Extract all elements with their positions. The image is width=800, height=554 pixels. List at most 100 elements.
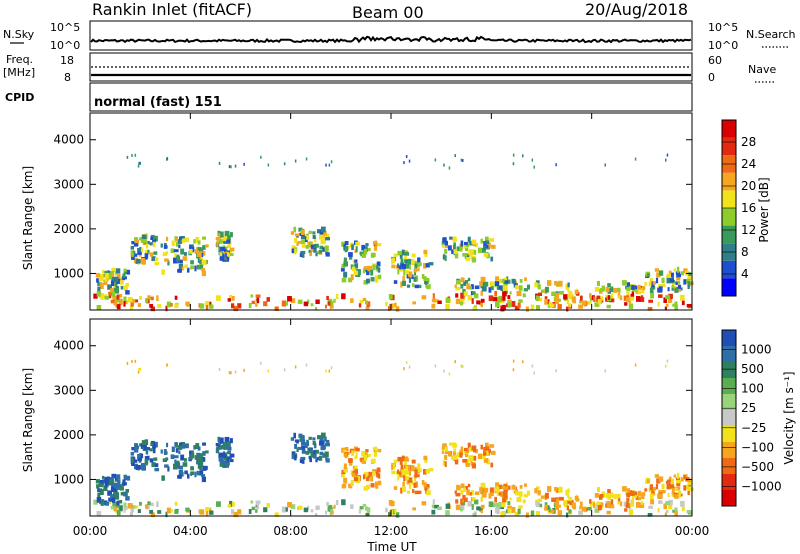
power-cell [593,296,596,302]
power-cell [114,287,120,294]
velocity-cell [525,512,529,518]
power-cell [533,165,535,169]
velocity-cell [131,505,137,509]
ytick-label: 4000 [53,133,84,147]
power-cell [481,286,487,292]
velocity-cell [671,490,674,495]
velocity-cell [406,475,409,481]
velocity-cell [233,511,239,518]
velocity-cell [671,478,674,484]
velocity-panel: Slant Range [km] 1000 2000 3000 4000 1000 50… [21,318,796,518]
velocity-cell [170,454,175,459]
power-cell [324,245,329,252]
power-cell [451,249,455,255]
velocity-cell [145,449,149,455]
power-cell [93,293,98,299]
velocity-cell [355,452,358,459]
velocity-cell [636,502,641,508]
power-cell [229,294,233,301]
power-cell [255,303,258,307]
velocity-cell [661,483,665,490]
velocity-cell [619,501,623,507]
power-cell [315,307,318,311]
power-cell [111,291,116,297]
velocity-cell [173,455,179,459]
velocity-cell [348,483,353,489]
power-cell [296,242,299,246]
velocity-cell [314,449,319,454]
velocity-cell [483,487,489,493]
power-cell [298,299,303,304]
velocity-cell [263,507,268,513]
velocity-cell [312,441,316,445]
power-cell [604,163,606,167]
velocity-cell [375,481,378,488]
colorbar-swatch [722,410,736,426]
power-cell [424,281,428,285]
power-cell [126,269,131,275]
velocity-cell [512,368,515,372]
ytick-label: 1000 [53,472,84,486]
colorbar-tick: 8 [741,245,749,259]
velocity-cell [355,447,360,452]
power-cell [123,296,127,302]
power-cell [138,161,140,165]
velocity-cell [370,483,375,488]
velocity-cell [640,501,644,505]
velocity-cell [404,458,410,462]
power-cell [305,245,310,249]
velocity-cell [327,504,333,509]
velocity-cell [184,470,188,475]
velocity-cell [237,509,242,515]
velocity-cell [149,448,153,452]
velocity-cell [434,364,437,368]
velocity-cell [138,367,140,371]
velocity-cell [492,503,498,508]
velocity-cell [460,446,464,453]
power-cell [605,287,610,293]
velocity-cell [488,501,494,507]
date-title: 20/Aug/2018 [585,0,688,19]
velocity-cell [418,468,422,473]
velocity-cell [673,474,677,478]
power-cell [366,248,371,252]
colorbar-swatch [722,474,736,490]
power-cell [512,162,515,166]
velocity-cell [399,461,403,465]
power-cell [448,166,451,170]
power-cell [423,276,427,281]
velocity-cell [224,452,228,457]
velocity-cell [487,448,491,454]
velocity-cell [216,443,220,447]
power-cell [343,257,347,264]
velocity-cell [219,463,225,467]
power-cell [149,252,154,257]
velocity-cell [479,487,483,493]
power-cell [300,233,306,240]
power-cell [444,255,447,261]
power-cell [502,285,508,291]
power-cell [209,304,214,309]
velocity-cell [376,467,381,473]
power-cell [131,252,134,257]
velocity-cell [472,513,477,517]
nave-tick-top: 60 [708,54,722,67]
power-cell [354,263,359,269]
velocity-cell [126,475,131,481]
velocity-cell [333,504,336,509]
power-cell [613,288,618,293]
velocity-cell [117,479,121,485]
power-cell [674,288,679,293]
velocity-cell [230,453,235,458]
velocity-cell [324,436,327,442]
velocity-cell [313,453,317,459]
power-cell [636,296,641,302]
velocity-cell [112,501,117,507]
power-cell [456,279,461,285]
velocity-cell [255,500,261,504]
velocity-cell [97,492,101,498]
velocity-cell [365,513,370,517]
velocity-cell [377,480,382,486]
power-cell [391,258,394,264]
velocity-cell [367,471,373,478]
